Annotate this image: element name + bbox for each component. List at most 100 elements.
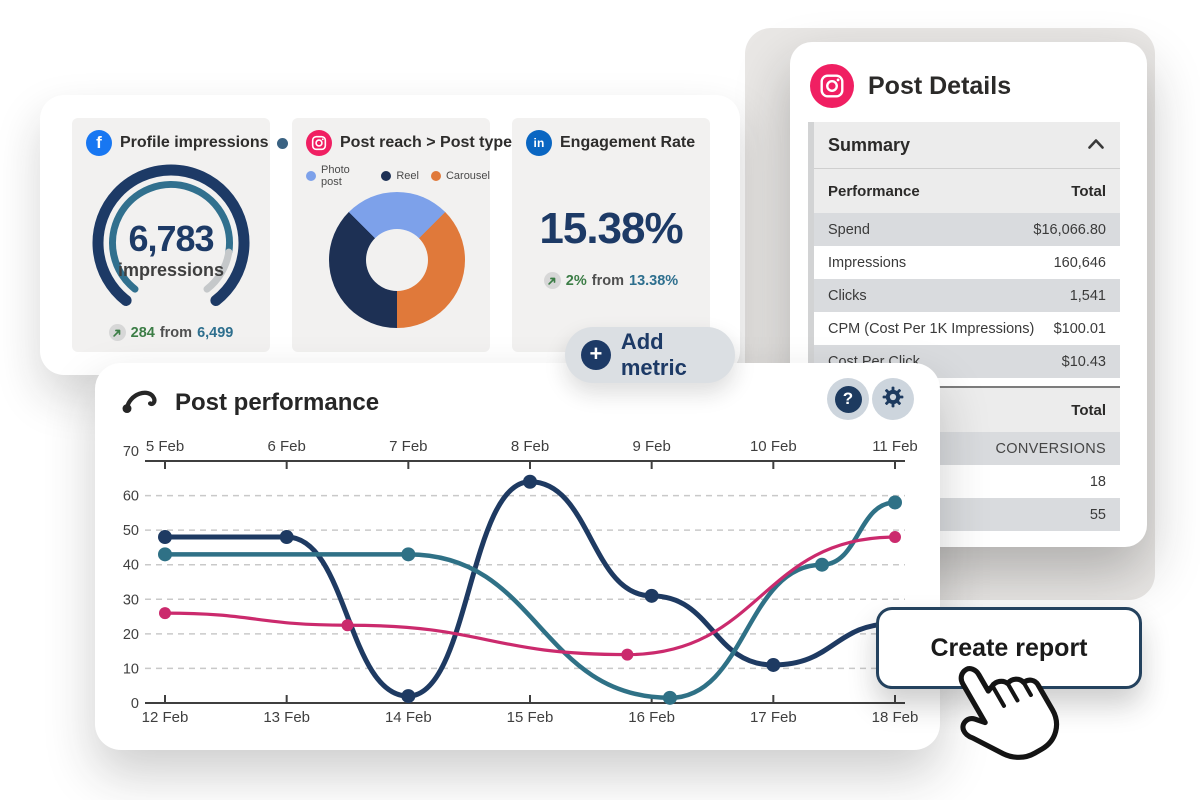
linkedin-icon: in <box>526 130 552 156</box>
trend-up-icon <box>543 272 561 289</box>
chevron-up-icon <box>1088 136 1104 154</box>
card-title: Engagement Rate <box>560 134 696 151</box>
legend-dot <box>430 171 441 181</box>
svg-text:9 Feb: 9 Feb <box>632 438 670 455</box>
legend-label: Photo post <box>321 164 350 188</box>
plus-icon: + <box>581 340 611 370</box>
conversions-col-total: Total <box>1071 401 1106 419</box>
svg-text:40: 40 <box>123 558 139 574</box>
svg-text:30: 30 <box>123 592 139 608</box>
card-header: in Engagement Rate <box>526 130 700 156</box>
row-value: $100.01 <box>1053 320 1106 337</box>
row-value: $16,066.80 <box>1033 221 1106 238</box>
svg-text:13 Feb: 13 Feb <box>263 709 310 726</box>
card-header: Post reach > Post type <box>306 130 512 156</box>
hand-pointer-cursor <box>930 628 1084 785</box>
profile-impressions-card: f Profile impressions 6,783 impressions … <box>71 118 288 352</box>
legend-dot <box>306 171 316 181</box>
summary-title: Summary <box>828 134 911 155</box>
impressions-gauge <box>71 148 271 318</box>
performance-col-label: Performance <box>828 182 920 200</box>
table-spacer <box>814 378 1120 386</box>
legend-dot <box>381 171 392 181</box>
delta-baseline: 13.38% <box>629 272 679 289</box>
table-row: Clicks 1,541 <box>814 279 1120 312</box>
legend-item: Reel <box>381 170 419 182</box>
engagement-delta: 2% from 13.38% <box>512 272 710 289</box>
svg-text:10 Feb: 10 Feb <box>750 438 797 455</box>
row-value: $10.43 <box>1061 353 1106 370</box>
svg-text:14 Feb: 14 Feb <box>385 709 432 726</box>
add-metric-label: Add metric <box>620 329 687 380</box>
create-report-button[interactable]: Create report <box>876 607 1142 689</box>
row-label: CPM (Cost Per 1K Impressions) <box>828 320 1035 337</box>
add-metric-button[interactable]: + Add metric <box>565 327 735 383</box>
facebook-icon: f <box>86 130 112 156</box>
svg-text:5 Feb: 5 Feb <box>146 438 184 455</box>
legend-label: Reel <box>396 170 419 182</box>
trend-up-icon <box>108 324 126 341</box>
row-value: 160,646 <box>1053 254 1106 271</box>
svg-text:10: 10 <box>123 661 139 677</box>
donut-legend: Photo post Reel Carousel <box>306 164 490 188</box>
post-performance-card: Post performance ? 5 Feb 6 F <box>95 363 940 750</box>
svg-text:20: 20 <box>123 627 139 643</box>
row-value: 1,541 <box>1069 287 1106 304</box>
donut-hole <box>366 229 428 291</box>
post-reach-card: Post reach > Post type Photo post Reel C… <box>292 118 512 352</box>
svg-text:7 Feb: 7 Feb <box>389 438 427 455</box>
card-header: f Profile impressions <box>86 130 288 156</box>
performance-table-rows: Spend $16,066.80 Impressions 160,646 Cli… <box>814 213 1120 378</box>
engagement-value: 15.38% <box>539 204 683 253</box>
post-type-donut-chart <box>329 192 465 328</box>
delta-connector: from <box>591 272 624 289</box>
card-title: Profile impressions <box>120 134 269 151</box>
performance-table-header: Performance Total <box>814 169 1120 213</box>
row-label: Spend <box>828 221 870 238</box>
settings-button[interactable] <box>872 378 914 420</box>
row-label: Clicks <box>828 287 867 304</box>
post-details-card: Post Details Summary Performance Total S… <box>790 42 1147 547</box>
delta-connector: from <box>159 324 193 341</box>
svg-text:12 Feb: 12 Feb <box>142 709 189 726</box>
svg-text:50: 50 <box>123 523 139 539</box>
impressions-value: 6,783 <box>128 218 214 259</box>
question-mark-icon: ? <box>834 385 862 413</box>
table-row: Impressions 160,646 <box>814 246 1120 279</box>
row-value: 55 <box>1089 506 1106 523</box>
delta-value: 2% <box>565 272 587 289</box>
impressions-delta: 284 from 6,499 <box>72 324 270 341</box>
performance-swoosh-icon <box>121 383 157 422</box>
svg-text:6 Feb: 6 Feb <box>267 438 305 455</box>
summary-section: Summary Performance Total Spend $16,066.… <box>808 122 1120 531</box>
card-title: Post reach > Post type <box>340 134 513 151</box>
post-performance-header: Post performance <box>121 383 379 422</box>
svg-text:18 Feb: 18 Feb <box>872 709 919 726</box>
svg-text:0: 0 <box>131 696 139 712</box>
indicator-dot <box>276 137 288 149</box>
post-performance-line-chart: 5 Feb 6 Feb 7 Feb 8 Feb 9 Feb 10 Feb 11 Feb 12 … <box>123 438 919 726</box>
svg-text:60: 60 <box>123 489 139 505</box>
instagram-icon <box>306 130 332 156</box>
post-details-header: Post Details <box>810 64 1011 108</box>
delta-baseline: 6,499 <box>197 324 234 341</box>
help-button[interactable]: ? <box>827 378 869 420</box>
svg-text:11 Feb: 11 Feb <box>872 438 918 455</box>
performance-col-total: Total <box>1071 182 1106 200</box>
svg-text:17 Feb: 17 Feb <box>750 709 797 726</box>
row-value: CONVERSIONS <box>995 440 1106 457</box>
table-row: Cost Per Click $10.43 <box>814 345 1120 378</box>
svg-text:8 Feb: 8 Feb <box>511 438 549 455</box>
svg-text:15 Feb: 15 Feb <box>507 709 554 726</box>
post-performance-title: Post performance <box>175 388 380 416</box>
table-row: Spend $16,066.80 <box>814 213 1120 246</box>
summary-accordion-header[interactable]: Summary <box>814 122 1120 169</box>
instagram-icon <box>810 64 854 108</box>
row-value: 18 <box>1089 473 1106 490</box>
engagement-rate-card: in Engagement Rate 15.38% 2% from 13.38% <box>512 118 710 352</box>
svg-text:16 Feb: 16 Feb <box>628 709 675 726</box>
legend-item: Photo post <box>306 164 369 188</box>
table-row: CPM (Cost Per 1K Impressions) $100.01 <box>814 312 1120 345</box>
svg-text:70: 70 <box>123 444 139 460</box>
